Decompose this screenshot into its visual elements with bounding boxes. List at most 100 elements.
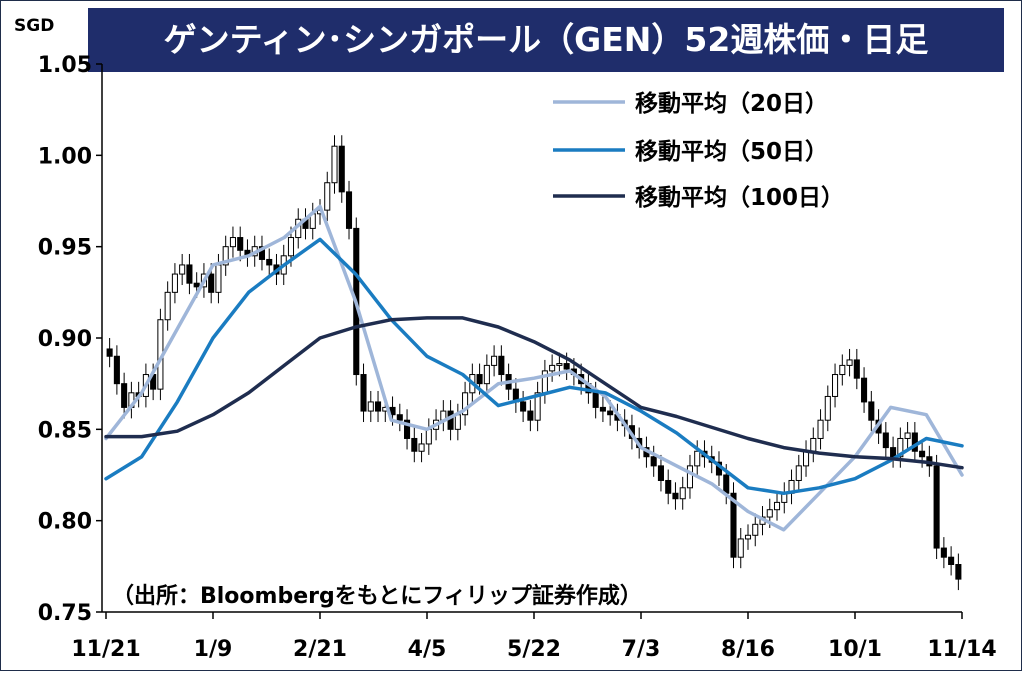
candle-body: [121, 383, 128, 408]
candle-body: [360, 374, 367, 412]
candle-body: [657, 465, 664, 481]
candle-body: [331, 145, 338, 184]
candle-body: [737, 538, 744, 558]
candle-body: [447, 410, 454, 430]
candle-body: [338, 145, 345, 193]
candle-body: [549, 364, 556, 372]
candle-body: [752, 523, 759, 536]
candle-body: [229, 237, 236, 248]
moving-average-lines: [104, 204, 964, 532]
x-tick-label: 5/22: [507, 637, 561, 662]
candle-body: [534, 392, 541, 421]
candle-body: [266, 258, 273, 266]
x-tick-label: 8/16: [721, 637, 775, 662]
candle-body: [694, 450, 701, 467]
candle-body: [171, 273, 178, 293]
legend-label: 移動平均（20日）: [635, 90, 828, 117]
y-tick-label: 1.00: [38, 144, 92, 169]
candle-body: [520, 401, 527, 412]
candle-body: [396, 414, 403, 421]
ma-line-2: [104, 316, 964, 470]
candle-body: [730, 492, 737, 558]
y-tick-label: 0.95: [38, 236, 92, 261]
candle-body: [498, 355, 505, 376]
candle-body: [919, 450, 926, 458]
y-tick-label: 0.75: [38, 601, 92, 626]
candle-body: [948, 556, 955, 566]
x-tick-label: 11/14: [927, 637, 996, 662]
candle-body: [287, 237, 295, 257]
candle-body: [672, 492, 679, 500]
legend-label: 移動平均（50日）: [635, 138, 828, 165]
candle-body: [882, 432, 889, 449]
candle-body: [237, 237, 244, 251]
candle-body: [215, 264, 222, 293]
candle-body: [411, 437, 418, 452]
candle-body: [817, 419, 824, 439]
legend: 移動平均（20日） 移動平均（50日） 移動平均（100日）: [553, 90, 844, 211]
candle-body: [839, 364, 846, 376]
ma-line-0: [104, 204, 964, 532]
candle-body: [208, 273, 215, 293]
candle-body: [179, 264, 186, 275]
candle-body: [592, 392, 599, 408]
candle-body: [527, 410, 534, 421]
candle-body: [599, 406, 606, 412]
candle-body: [106, 348, 113, 357]
candle-body: [802, 450, 810, 467]
x-tick-label: 1/9: [194, 637, 233, 662]
candle-body: [940, 547, 947, 558]
candle-body: [425, 428, 432, 445]
candle-body: [766, 509, 773, 518]
ma-line-1: [104, 237, 964, 496]
candle-body: [933, 465, 940, 549]
y-tick-label: 0.85: [38, 418, 92, 443]
x-tick-label: 2/21: [293, 637, 347, 662]
candle-body: [258, 246, 266, 260]
candle-body: [113, 355, 120, 385]
candle-body: [846, 359, 853, 366]
candle-body: [810, 437, 817, 452]
candle-body: [824, 395, 831, 421]
legend-label: 移動平均（100日）: [635, 184, 844, 211]
title-bar: [88, 8, 1004, 72]
candle-body: [324, 182, 331, 211]
candle-body: [418, 443, 425, 452]
candle-body: [795, 465, 802, 481]
candle-body: [904, 432, 911, 439]
candle-body: [868, 401, 875, 421]
candle-body: [650, 456, 657, 467]
unit-label: SGD: [14, 16, 55, 36]
candle-body: [345, 191, 353, 229]
candle-body: [861, 377, 868, 403]
candle-body: [367, 401, 374, 412]
axes: [101, 64, 962, 613]
candle-body: [454, 414, 461, 430]
candle-body: [665, 479, 672, 494]
candle-body: [462, 392, 469, 416]
candle-body: [186, 264, 193, 284]
candle-body: [374, 401, 382, 412]
candle-body: [897, 437, 904, 458]
x-tick-label: 4/5: [408, 637, 447, 662]
y-tick-labels: 1.05 1.00 0.95 0.90 0.85 0.80 0.75: [38, 53, 102, 626]
candle-body: [607, 410, 614, 416]
candle-body: [404, 419, 411, 439]
x-tick-labels: 11/21 1/9 2/21 4/5 5/22 7/3 8/16 10/1 11/14: [71, 612, 997, 662]
candle-body: [679, 487, 686, 500]
candle-body: [832, 374, 839, 397]
source-note: （出所：Bloombergをもとにフィリップ証券作成）: [112, 584, 642, 609]
x-tick-label: 10/1: [828, 637, 882, 662]
candle-body: [164, 291, 171, 321]
candle-body: [193, 282, 200, 288]
y-tick-label: 1.05: [38, 53, 92, 78]
chart-title: ゲンティン･シンガポール（GEN）52週株価・日足: [163, 20, 929, 59]
candle-body: [222, 246, 229, 266]
candle-body: [483, 364, 490, 385]
candle-body: [476, 374, 483, 385]
candle-body: [686, 465, 694, 489]
x-tick-label: 11/21: [71, 637, 140, 662]
candle-body: [563, 363, 570, 370]
candle-body: [890, 447, 897, 458]
